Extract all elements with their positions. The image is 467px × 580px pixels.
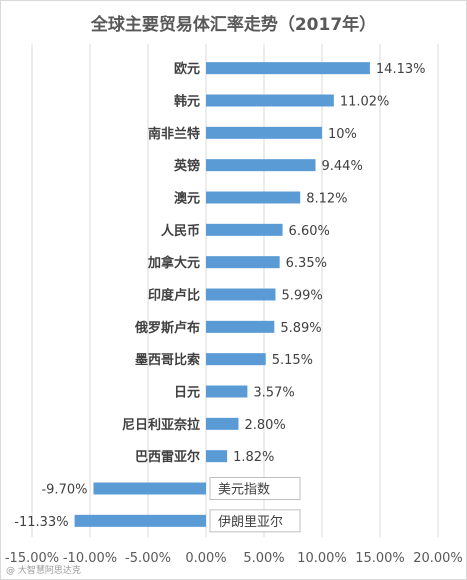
bar [206,353,266,366]
data-label: 14.13% [376,62,426,77]
bar [206,126,322,139]
bar [206,223,283,236]
x-tick-label: 10.00% [297,551,347,566]
category-label: 日元 [174,386,200,401]
bar [206,94,334,107]
x-tick-label: 15.00% [355,551,405,566]
data-label: 1.82% [233,450,274,465]
data-label: -9.70% [41,483,87,498]
data-label: 9.44% [322,159,363,174]
data-label: 5.99% [281,289,322,304]
data-label: 11.02% [340,95,390,110]
x-tick-label: -10.00% [63,551,117,566]
chart-title: 全球主要贸易体汇率走势（2017年） [90,15,377,35]
category-label: 美元指数 [218,483,270,498]
category-label: 英镑 [173,158,200,174]
x-tick-label: 20.00% [413,551,463,566]
category-label: 墨西哥比索 [135,352,200,368]
data-label: 2.80% [244,418,285,433]
bar [93,482,206,495]
category-label: 韩元 [174,94,200,110]
x-tick-label: 0.00% [185,551,226,566]
bar [206,385,248,398]
bar [206,62,370,75]
bar [206,256,280,269]
x-tick-label: -15.00% [5,551,59,566]
bar [206,320,275,333]
category-label: 伊朗里亚尔 [218,515,283,530]
bar [206,191,301,204]
category-label-box [209,477,301,500]
x-tick-label: 5.00% [243,551,284,566]
data-label: 5.89% [280,321,321,336]
category-label: 澳元 [174,191,200,207]
category-label: 印度卢比 [148,288,200,304]
data-label: 8.12% [306,192,347,207]
bar [206,288,276,301]
data-label: 5.15% [272,353,313,368]
data-label: 10% [328,127,357,142]
category-label-box [209,509,301,533]
bar [206,417,239,430]
category-label: 南非兰特 [148,126,200,142]
data-label: -11.33% [14,515,68,530]
data-label: 3.57% [253,386,294,401]
category-label: 欧元 [174,61,200,77]
data-label: 6.35% [286,256,327,271]
bar [206,450,228,463]
category-label: 巴西雷亚尔 [135,449,200,465]
watermark: @ 大智慧阿思达克 [6,566,81,576]
bar [206,159,316,172]
bar [74,514,207,527]
data-label: 6.60% [289,224,330,239]
category-label: 俄罗斯卢布 [134,320,200,336]
category-label: 人民币 [161,223,200,239]
category-label: 加拿大元 [147,255,200,271]
x-tick-label: -5.00% [125,551,171,566]
category-label: 尼日利亚奈拉 [122,417,200,433]
